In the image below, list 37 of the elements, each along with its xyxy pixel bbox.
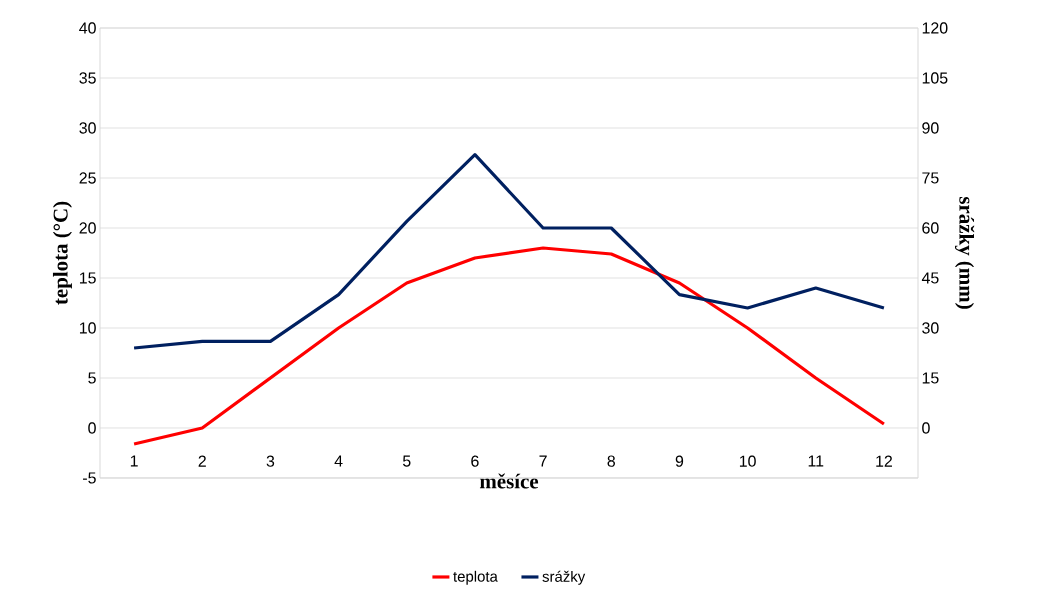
y-tick-label: 5	[88, 372, 96, 384]
y-tick-label: 0	[88, 422, 96, 434]
y2-tick-label: 120	[922, 22, 948, 34]
y2-tick-label: 30	[922, 322, 939, 334]
y-tick-label: 40	[79, 22, 96, 34]
y-tick-label: 15	[79, 272, 96, 284]
y2-tick-label: 0	[922, 422, 930, 434]
x-tick-label: 10	[739, 455, 756, 467]
x-tick-label: 2	[198, 455, 206, 467]
y2-tick-label: 90	[922, 122, 939, 134]
y-tick-label: -5	[83, 472, 96, 484]
x-axis-title: měsíce	[479, 473, 539, 489]
x-tick-label: 1	[130, 455, 138, 467]
y2-tick-label: 105	[922, 72, 948, 84]
y2-axis-title: srážky (mm)	[954, 196, 975, 309]
x-tick-label: 11	[808, 455, 824, 467]
legend-label: teplota	[453, 570, 498, 585]
y-tick-label: 35	[79, 72, 96, 84]
y2-tick-label: 60	[922, 222, 939, 234]
x-tick-label: 5	[402, 455, 411, 467]
y2-tick-label: 75	[922, 172, 939, 184]
legend-label: srážky	[542, 570, 586, 585]
y-tick-label: 30	[79, 122, 96, 134]
x-tick-label: 4	[334, 455, 343, 467]
x-tick-label: 9	[675, 455, 684, 467]
x-tick-label: 12	[876, 455, 892, 467]
x-tick-label: 7	[539, 455, 547, 467]
x-tick-label: 8	[607, 455, 615, 467]
x-tick-label: 3	[266, 455, 275, 467]
y-tick-label: 25	[79, 172, 96, 184]
line-series	[132, 153, 886, 350]
y-tick-label: 10	[79, 322, 96, 334]
y-axis-title: teplota (°C)	[52, 201, 72, 305]
x-tick-label: 6	[471, 455, 479, 467]
y-tick-label: 20	[79, 222, 96, 234]
y2-tick-label: 15	[922, 372, 939, 384]
y2-tick-label: 45	[921, 272, 939, 284]
